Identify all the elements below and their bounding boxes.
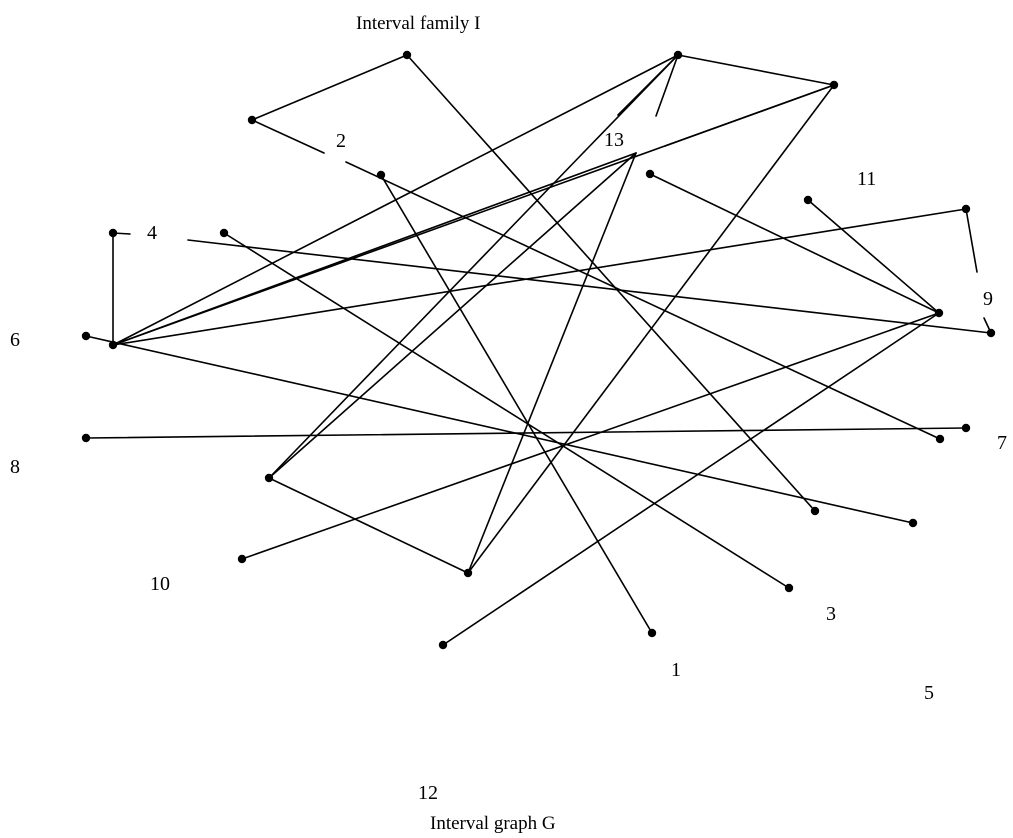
vertex-label-6: 6 (10, 329, 20, 351)
edge-line (583, 54, 679, 153)
edge-line (406, 54, 816, 512)
vertex-label-2: 2 (336, 130, 346, 152)
vertex-dot (784, 583, 794, 593)
vertex-dot (108, 340, 118, 350)
bottom-caption: Interval graph G (430, 813, 556, 834)
vertex-dot (908, 518, 918, 528)
edges (85, 54, 992, 646)
vertex-label-3: 3 (826, 603, 836, 625)
vertices (81, 50, 996, 650)
vertex-dot (803, 195, 813, 205)
vertex-dot (961, 204, 971, 214)
vertex-dot (829, 80, 839, 90)
vertex-dot (961, 423, 971, 433)
vertex-dot (463, 568, 473, 578)
edge-line (380, 174, 653, 634)
edge-line (655, 54, 679, 117)
edge-line (85, 335, 914, 524)
vertex-dot (81, 331, 91, 341)
vertex-label-8: 8 (10, 456, 20, 478)
edge-line (677, 54, 835, 86)
edge-line (268, 477, 469, 574)
edge-line (807, 199, 940, 314)
edge-line (241, 312, 940, 560)
edge-line (112, 152, 637, 346)
vertex-dot (673, 50, 683, 60)
vertex-dot (647, 628, 657, 638)
vertex-dot (934, 308, 944, 318)
vertex-label-7: 7 (997, 432, 1007, 454)
edge-line (442, 312, 940, 646)
vertex-label-4: 4 (147, 222, 157, 244)
vertex-dot (219, 228, 229, 238)
edge-line (467, 84, 835, 574)
vertex-dot (645, 169, 655, 179)
edge-line (268, 152, 637, 479)
vertex-dot (810, 506, 820, 516)
edge-line (223, 232, 790, 589)
vertex-label-10: 10 (150, 573, 170, 595)
vertex-label-12: 12 (418, 782, 438, 804)
vertex-label-1: 1 (671, 659, 681, 681)
edge-line (85, 427, 967, 439)
edge-line (649, 173, 940, 314)
edge-line (664, 84, 835, 147)
vertex-dot (935, 434, 945, 444)
vertex-dot (402, 50, 412, 60)
vertex-label-9: 9 (983, 288, 993, 310)
edge-line (251, 54, 408, 121)
edge-line (251, 119, 325, 154)
vertex-dot (376, 170, 386, 180)
vertex-dot (986, 328, 996, 338)
vertex-dot (81, 433, 91, 443)
top-caption: Interval family I (356, 13, 481, 34)
vertex-label-13: 13 (604, 129, 624, 151)
edge-line (345, 161, 941, 440)
edge-line (112, 208, 967, 346)
vertex-dot (438, 640, 448, 650)
edge-line (268, 151, 585, 479)
edge-line (965, 208, 978, 273)
vertex-dot (237, 554, 247, 564)
vertex-dot (247, 115, 257, 125)
edge-line (187, 239, 992, 334)
vertex-dot (264, 473, 274, 483)
vertex-dot (108, 228, 118, 238)
edge-line (467, 152, 637, 574)
vertex-label-11: 11 (857, 168, 877, 190)
vertex-label-5: 5 (924, 682, 934, 704)
